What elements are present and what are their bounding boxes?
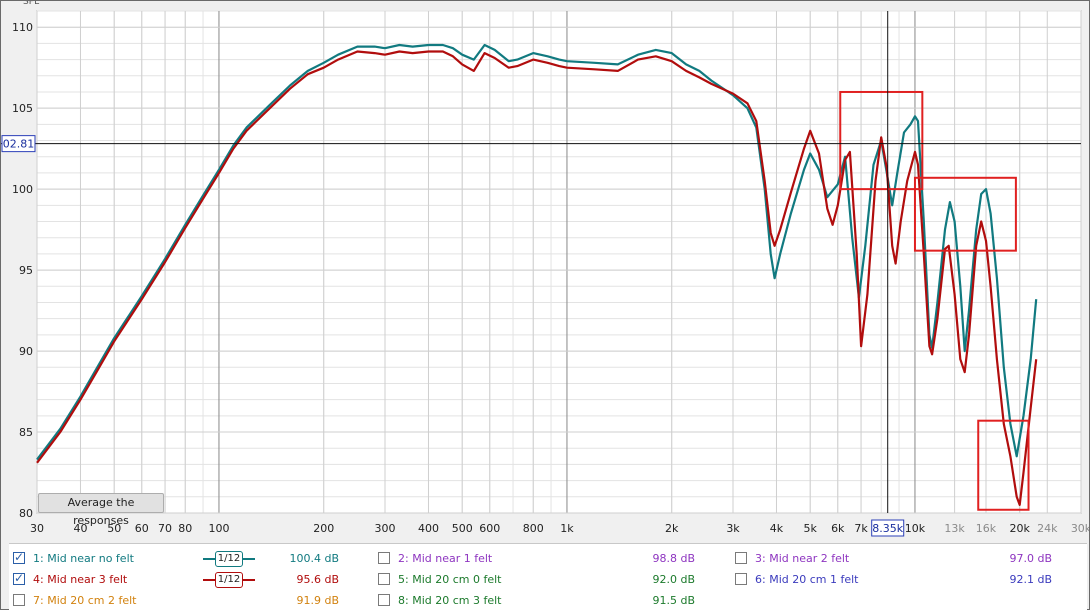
x-tick-label: 4k	[770, 522, 784, 535]
legend-item[interactable]: 8: Mid 20 cm 3 felt 91.5 dB	[378, 592, 695, 610]
x-tick-label: 7k	[854, 522, 868, 535]
cursor-x-readout: 8.35k	[872, 522, 903, 535]
legend-item[interactable]: ✓ 4: Mid near 3 felt 1/12 95.6 dB	[13, 571, 339, 589]
x-tick-label: 16k	[976, 522, 997, 535]
legend-panel: ✓ 1: Mid near no felt 1/12 100.4 dB 2: Mid n…	[9, 543, 1087, 610]
x-tick-label: 20k	[1010, 522, 1031, 535]
legend-checkbox[interactable]	[378, 573, 390, 585]
y-tick-label: 85	[19, 426, 33, 439]
x-tick-label: 24k	[1037, 522, 1058, 535]
legend-value: 91.5 dB	[652, 594, 695, 607]
cursor-y-readout: 02.81	[3, 138, 35, 151]
x-tick-label: 400	[418, 522, 439, 535]
highlight-box	[977, 419, 1030, 511]
legend-value: 97.0 dB	[1009, 552, 1052, 565]
legend-label: 8: Mid 20 cm 3 felt	[398, 594, 502, 607]
legend-value: 100.4 dB	[289, 552, 339, 565]
x-tick-label: 3k	[726, 522, 740, 535]
legend-value: 95.6 dB	[296, 573, 339, 586]
x-tick-label: 40	[73, 522, 87, 535]
legend-label: 1: Mid near no felt	[33, 552, 134, 565]
legend-item[interactable]: 6: Mid 20 cm 1 felt 92.1 dB	[735, 571, 1052, 589]
legend-label: 7: Mid 20 cm 2 felt	[33, 594, 137, 607]
legend-item[interactable]: 2: Mid near 1 felt 98.8 dB	[378, 550, 695, 568]
x-tick-label: 1k	[560, 522, 574, 535]
y-tick-label: 90	[19, 345, 33, 358]
legend-label: 3: Mid near 2 felt	[755, 552, 850, 565]
legend-item[interactable]: 5: Mid 20 cm 0 felt 92.0 dB	[378, 571, 695, 589]
smoothing-label: 1/12	[215, 551, 243, 567]
x-tick-label: 5k	[804, 522, 818, 535]
plot-area	[36, 10, 1082, 514]
x-tick-label: 2k	[665, 522, 679, 535]
legend-checkbox[interactable]	[378, 594, 390, 606]
x-tick-label: 10k	[905, 522, 926, 535]
legend-label: 6: Mid 20 cm 1 felt	[755, 573, 859, 586]
average-responses-button[interactable]: Average the responses	[38, 493, 164, 527]
legend-value: 92.1 dB	[1009, 573, 1052, 586]
legend-item[interactable]: ✓ 1: Mid near no felt 1/12 100.4 dB	[13, 550, 339, 568]
legend-label: 2: Mid near 1 felt	[398, 552, 493, 565]
y-tick-label: 100	[12, 183, 33, 196]
legend-checkbox[interactable]	[378, 552, 390, 564]
legend-checkbox[interactable]	[13, 594, 25, 606]
x-tick-label: 30	[30, 522, 44, 535]
x-tick-label: 13k	[944, 522, 965, 535]
x-tick-label: 30k	[1071, 522, 1089, 535]
x-tick-label: 300	[375, 522, 396, 535]
highlight-box	[839, 90, 924, 191]
y-tick-label: 80	[19, 507, 33, 520]
check-icon: ✓	[14, 550, 25, 564]
cursor-x-readout-box	[871, 519, 905, 537]
cursor-y-readout-box	[1, 135, 36, 153]
legend-label: 4: Mid near 3 felt	[33, 573, 128, 586]
x-tick-label: 6k	[831, 522, 845, 535]
x-tick-label: 500	[452, 522, 473, 535]
legend-label: 5: Mid 20 cm 0 felt	[398, 573, 502, 586]
legend-value: 91.9 dB	[296, 594, 339, 607]
legend-item[interactable]: 3: Mid near 2 felt 97.0 dB	[735, 550, 1052, 568]
smoothing-label: 1/12	[215, 572, 243, 588]
x-tick-label: 50	[107, 522, 121, 535]
spl-chart[interactable]: 30 40 50 60 70 80 100 200 300 400 500 600 800 1k 2k 3k 4…	[1, 1, 1089, 541]
smoothing-indicator[interactable]: 1/12	[203, 572, 255, 588]
legend-checkbox[interactable]	[735, 573, 747, 585]
series-line	[36, 50, 1038, 506]
legend-checkbox[interactable]: ✓	[13, 571, 25, 585]
smoothing-indicator[interactable]: 1/12	[203, 551, 255, 567]
x-tick-label: 80	[178, 522, 192, 535]
legend-checkbox[interactable]: ✓	[13, 550, 25, 564]
x-tick-label: 60	[135, 522, 149, 535]
y-axis-label: SPL	[23, 1, 39, 7]
x-tick-label: 800	[523, 522, 544, 535]
x-tick-label: 70	[158, 522, 172, 535]
y-tick-label: 105	[12, 102, 33, 115]
y-tick-label: 95	[19, 264, 33, 277]
x-tick-label: 200	[313, 522, 334, 535]
x-tick-label: 600	[479, 522, 500, 535]
legend-value: 92.0 dB	[652, 573, 695, 586]
y-tick-label: 110	[12, 21, 33, 34]
x-tick-label: 100	[208, 522, 229, 535]
series-line	[36, 43, 1038, 461]
legend-item[interactable]: 7: Mid 20 cm 2 felt 91.9 dB	[13, 592, 339, 610]
legend-value: 98.8 dB	[652, 552, 695, 565]
legend-checkbox[interactable]	[735, 552, 747, 564]
check-icon: ✓	[14, 571, 25, 585]
highlight-box	[913, 176, 1017, 252]
